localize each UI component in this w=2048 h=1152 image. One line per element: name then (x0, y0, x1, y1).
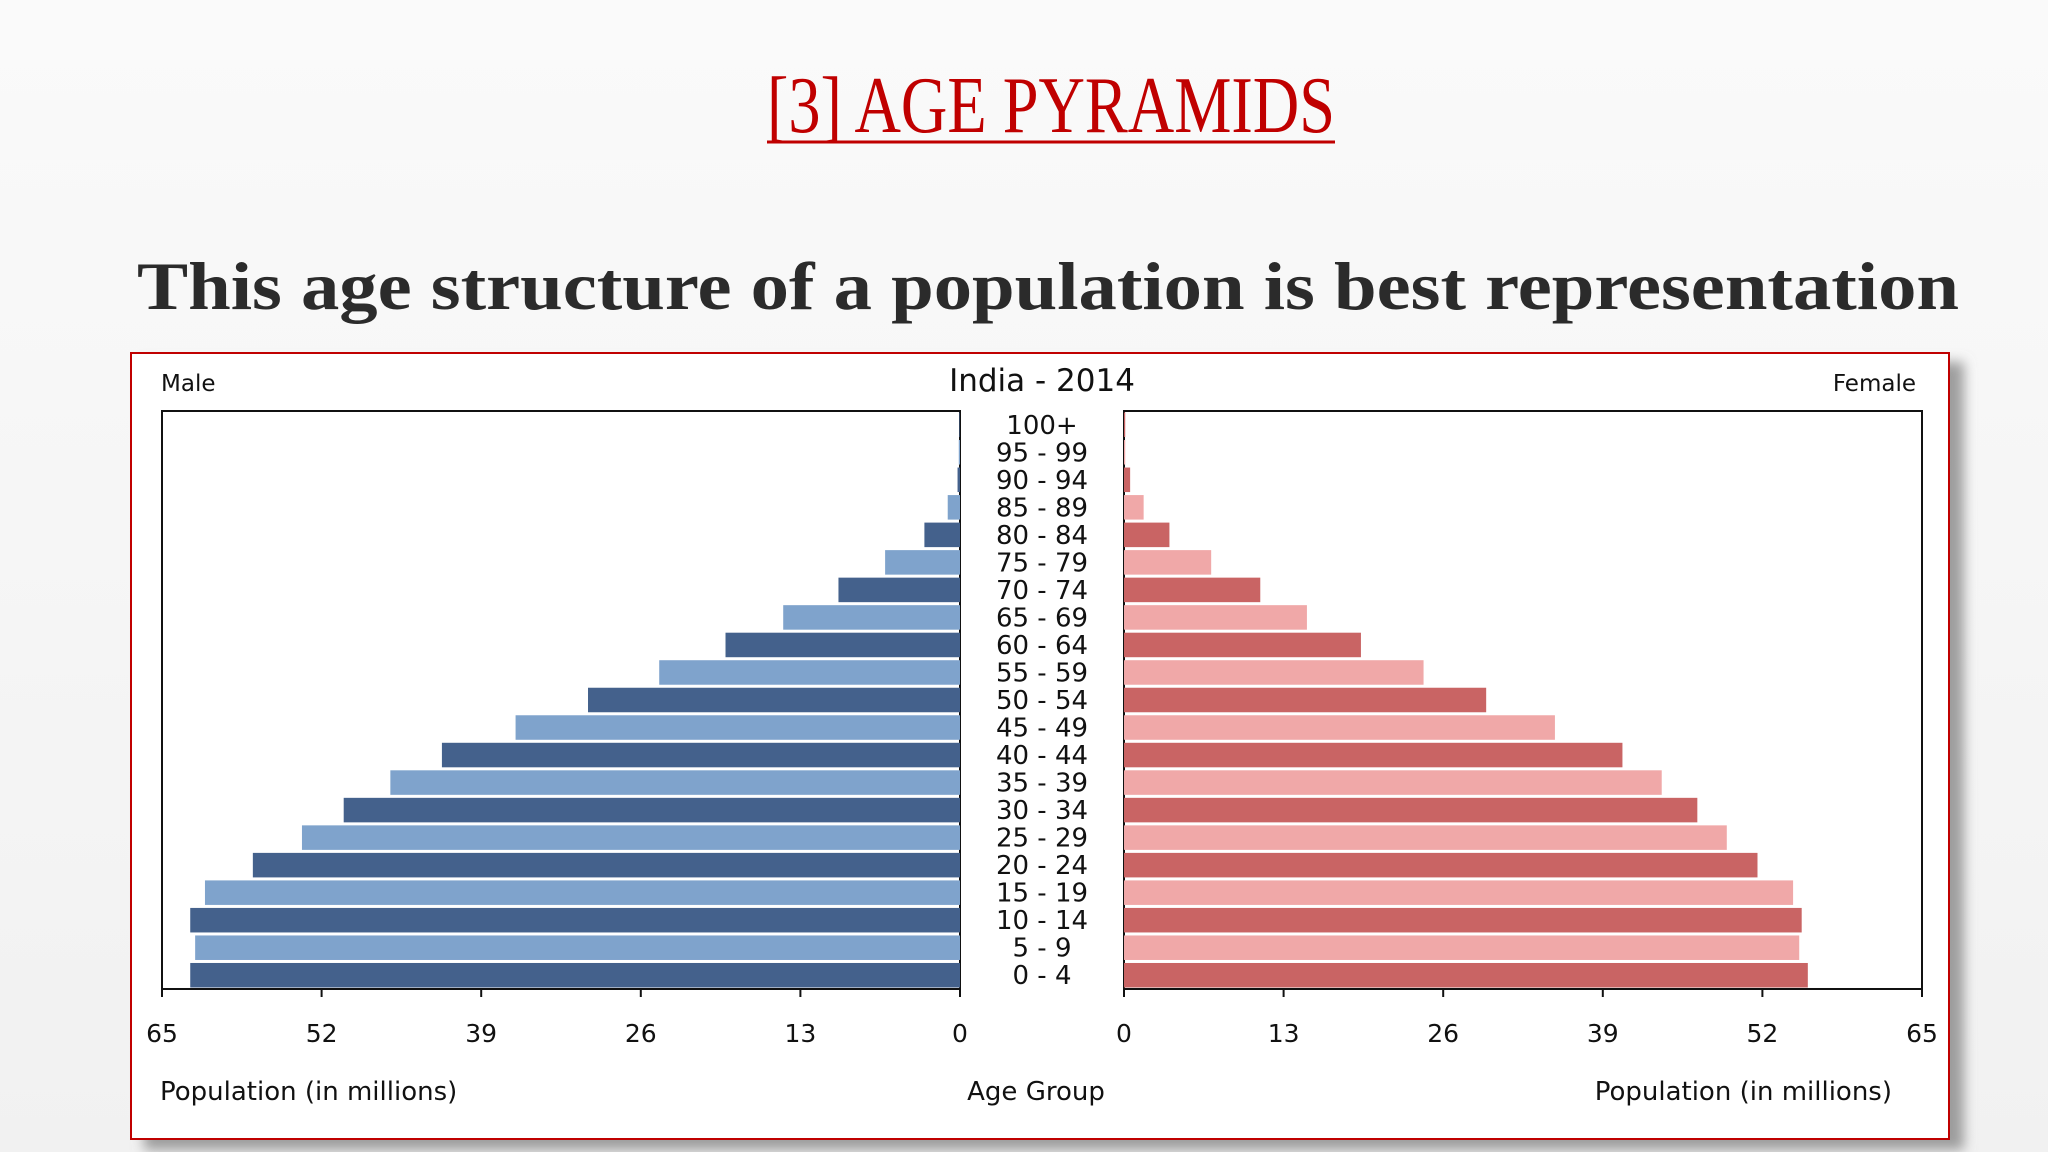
age-label: 75 - 79 (996, 548, 1088, 578)
male-bar (252, 852, 960, 878)
subtitle: This age structure of a population is be… (137, 248, 1959, 324)
male-bar (588, 687, 960, 713)
age-label: 95 - 99 (996, 438, 1088, 468)
age-label: 20 - 24 (996, 851, 1088, 881)
age-label: 60 - 64 (996, 631, 1088, 661)
x-tick-label-female: 52 (1746, 1019, 1778, 1048)
female-bar (1124, 797, 1698, 823)
female-bar (1124, 522, 1170, 548)
x-tick-label-female: 65 (1906, 1019, 1938, 1048)
chart-frame (130, 352, 1950, 1140)
age-label: 0 - 4 (1013, 961, 1072, 991)
age-label: 10 - 14 (996, 906, 1088, 936)
female-bar (1124, 715, 1555, 740)
x-tick-label-male: 52 (306, 1019, 338, 1048)
age-label: 65 - 69 (996, 603, 1088, 633)
male-bar (783, 605, 960, 630)
legend-male: Male (161, 371, 215, 397)
female-bar (1124, 660, 1424, 685)
female-bar (1124, 550, 1212, 575)
male-bar (947, 495, 960, 520)
age-label: 5 - 9 (1013, 934, 1072, 964)
age-label: 55 - 59 (996, 658, 1088, 688)
x-tick-label-male: 65 (146, 1019, 178, 1048)
female-bar (1124, 825, 1727, 850)
age-label: 70 - 74 (996, 576, 1088, 606)
male-bar (885, 550, 960, 575)
x-tick-label-male: 13 (784, 1019, 816, 1048)
male-bar (441, 742, 961, 768)
x-tick-label-female: 13 (1268, 1019, 1300, 1048)
male-bar (725, 632, 960, 658)
male-bar (924, 522, 960, 548)
male-bar (190, 907, 960, 933)
age-label: 40 - 44 (996, 741, 1088, 771)
x-tick-label-female: 0 (1116, 1019, 1132, 1048)
male-bar (958, 440, 960, 465)
age-label: 85 - 89 (996, 493, 1088, 523)
female-bar (1124, 412, 1126, 438)
age-label: 100+ (1006, 411, 1077, 441)
female-bar (1124, 605, 1307, 630)
age-label: 80 - 84 (996, 521, 1088, 551)
female-bar (1124, 495, 1144, 520)
x-axis-label-male: Population (in millions) (160, 1077, 457, 1107)
slide-title: [3] AGE PYRAMIDS (767, 62, 1335, 150)
male-bar (390, 770, 960, 795)
male-bar (838, 577, 960, 603)
female-bar (1124, 440, 1126, 465)
female-bar (1124, 632, 1361, 658)
male-bar (301, 825, 960, 850)
age-label: 25 - 29 (996, 824, 1088, 854)
female-bar (1124, 467, 1131, 493)
age-label: 45 - 49 (996, 714, 1088, 744)
female-bar (1124, 687, 1487, 713)
female-bar (1124, 935, 1800, 960)
age-label: 30 - 34 (996, 796, 1088, 826)
male-bar (515, 715, 960, 740)
male-bar (190, 962, 960, 988)
female-bar (1124, 742, 1623, 768)
age-label: 50 - 54 (996, 686, 1088, 716)
age-label: 35 - 39 (996, 769, 1088, 799)
female-bar (1124, 880, 1794, 905)
female-bar (1124, 907, 1802, 933)
x-tick-label-female: 26 (1427, 1019, 1459, 1048)
age-label: 90 - 94 (996, 466, 1088, 496)
male-bar (343, 797, 960, 823)
male-bar (957, 467, 960, 493)
x-tick-label-male: 0 (952, 1019, 968, 1048)
category-axis-label: Age Group (967, 1077, 1105, 1107)
male-bar (195, 935, 960, 960)
x-tick-label-male: 39 (465, 1019, 497, 1048)
female-bar (1124, 770, 1662, 795)
female-bar (1124, 577, 1261, 603)
female-bar (1124, 852, 1758, 878)
x-axis-label-female: Population (in millions) (1595, 1077, 1892, 1107)
male-bar (204, 880, 960, 905)
female-bar (1124, 962, 1808, 988)
age-label: 15 - 19 (996, 879, 1088, 909)
male-bar (659, 660, 960, 685)
x-tick-label-male: 26 (625, 1019, 657, 1048)
legend-female: Female (1833, 371, 1916, 397)
x-tick-label-female: 39 (1587, 1019, 1619, 1048)
male-bar (959, 412, 960, 438)
chart-title: India - 2014 (949, 363, 1135, 399)
